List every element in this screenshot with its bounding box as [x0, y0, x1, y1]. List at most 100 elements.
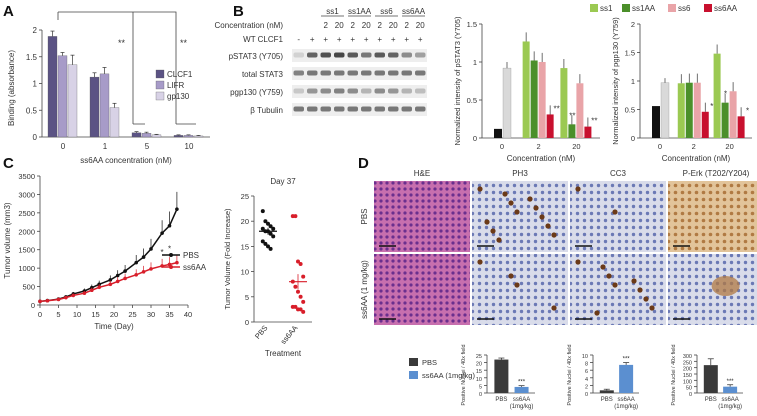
b-conc-label: 2	[405, 21, 410, 30]
b-wt-sign: -	[297, 35, 300, 44]
c-point	[167, 223, 172, 228]
d0-y-tick-label: 25	[476, 354, 482, 360]
cs-x-tick-label: ss6AA	[279, 324, 300, 346]
b-blot-band	[401, 70, 412, 76]
cs-point	[263, 219, 268, 224]
d2-y-label: Positive Nuclei / 40x field	[671, 344, 677, 405]
b-conc-label: 2	[324, 21, 329, 30]
b1-bar-wt	[502, 67, 512, 139]
d-positive-nucleus	[533, 205, 539, 211]
b2-x-tick-label: 2	[692, 142, 696, 151]
d-positive-nucleus	[514, 282, 520, 288]
b-blot-band	[320, 106, 331, 112]
d0-bar	[514, 386, 529, 393]
b1-y-label: Normalized intensity of pSTAT3 (Y705)	[453, 16, 462, 145]
panel-b-pgp130-chart: 0 0.5 1 1.5 2 Normalized intensity of pgp130 …	[590, 4, 752, 163]
a-bar-lifr	[57, 55, 68, 138]
d-positive-nucleus	[539, 214, 545, 220]
d-positive-nucleus	[508, 273, 514, 279]
b1-sig-label: **	[569, 111, 575, 120]
b1-x-label: Concentration (nM)	[507, 154, 576, 163]
b1-bar-ss6aa	[546, 114, 554, 138]
b1-sig-label: **	[591, 117, 597, 126]
c-sig-label: *	[168, 245, 171, 254]
cs-point	[260, 239, 265, 244]
b2-bar-baseline	[652, 106, 660, 138]
d-micrograph	[570, 254, 666, 325]
d-positive-nucleus	[484, 219, 490, 225]
d-stain-region	[711, 275, 740, 296]
a-x-tick-label: 1	[103, 142, 108, 151]
c-y-label: Tumor volume (mm3)	[3, 202, 12, 278]
d0-y-tick-label: 5	[479, 384, 482, 390]
b1-bar-ss6aa	[584, 126, 592, 138]
b-blot-band	[415, 70, 426, 76]
b2-y-tick-label: 1.5	[625, 49, 635, 58]
b-blot-band	[374, 70, 385, 76]
d-positive-nucleus	[612, 282, 618, 288]
b-blot-band	[374, 106, 385, 112]
d1-x-tick-label: ss6AA	[617, 397, 634, 403]
c-point	[108, 278, 113, 282]
panel-c-day37-scatter: Day 37 0 5 10 15 20 25 Tumor Volume (Fold Incre…	[223, 177, 312, 358]
d2-y-tick-label: 50	[686, 386, 692, 392]
cs-point	[296, 259, 300, 264]
d-positive-nucleus	[600, 264, 606, 270]
b-blot-band	[334, 106, 345, 112]
b2-x-tick-label: 20	[725, 142, 733, 151]
d-legend-swatch	[409, 371, 418, 379]
d-positive-nucleus	[477, 259, 483, 265]
b-blot-band	[320, 70, 331, 76]
d0-y-tick-label: 0	[479, 392, 482, 398]
b-group-label: ss1	[326, 7, 339, 16]
b2-sig-label: *	[710, 102, 713, 111]
b-blot-band	[361, 88, 372, 94]
a-legend-label: LIFR	[167, 81, 185, 90]
b2-bar-ss1aa	[685, 82, 693, 138]
cs-y-tick-label: 25	[241, 192, 249, 201]
c-point	[134, 260, 138, 265]
b-blot-band	[307, 88, 318, 94]
d-positive-nucleus	[643, 296, 649, 302]
b2-bar-ss1aa	[721, 102, 729, 138]
b-blot-band	[320, 88, 331, 94]
c-sig-label: *	[161, 248, 164, 257]
d0-x-tick-label: ss6AA	[513, 397, 530, 403]
b-blot-band	[293, 70, 304, 76]
c-point	[141, 270, 146, 274]
d-micrograph	[472, 254, 568, 325]
c-x-label: Time (Day)	[94, 322, 134, 331]
cs-point	[266, 221, 270, 226]
b-blot-background	[292, 49, 427, 62]
cs-point	[301, 299, 306, 304]
cs-point	[260, 226, 265, 231]
b1-y-tick-label: 1	[473, 58, 477, 67]
a-legend-swatch	[155, 91, 165, 101]
c-x-tick-label: 5	[56, 310, 60, 319]
a-sig-bracket	[57, 11, 177, 124]
d-positive-nucleus	[575, 259, 581, 265]
panel-a-binding-chart: 0 0.5 1 1.5 2 Binding (absorbance) 0 1 5 10 ss6AA …	[7, 11, 210, 165]
d-positive-nucleus	[527, 196, 533, 202]
b-blot-band	[374, 88, 385, 94]
c-point	[141, 255, 146, 259]
b2-y-tick-label: 0	[631, 134, 635, 143]
d-positive-nucleus	[508, 200, 514, 206]
b-group-label: ss1AA	[348, 7, 372, 16]
b-blot-background	[292, 103, 427, 116]
c-y-tick-label: 3000	[18, 190, 35, 199]
b-blot-band	[347, 88, 358, 94]
a-x-tick-label: 10	[185, 142, 194, 151]
cs-point	[293, 214, 298, 219]
d1-y-tick-label: 10	[582, 354, 588, 360]
d2-y-tick-label: 250	[683, 360, 692, 366]
b-blot-band	[388, 88, 399, 94]
d0-y-tick-label: 15	[476, 369, 482, 375]
b2-sig-label: *	[746, 106, 749, 115]
d-positive-nucleus	[514, 209, 520, 215]
a-sig-label: **	[118, 38, 126, 48]
panel-d-histology-grid: H&E PH3 CC3 P-Erk (T202/Y204) PBS ss6AA (1 mg…	[360, 169, 757, 325]
cs-point	[263, 241, 268, 246]
cs-point	[266, 244, 270, 249]
b1-x-tick-label: 2	[537, 142, 541, 151]
